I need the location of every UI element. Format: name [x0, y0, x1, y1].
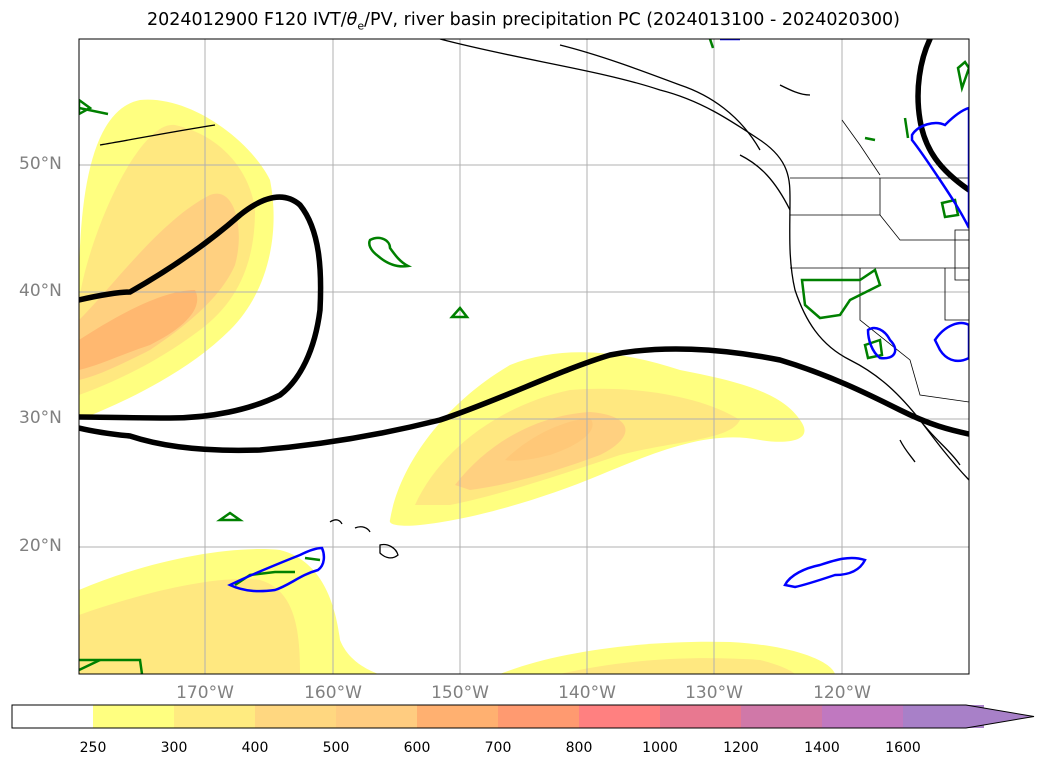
- lat-label-50n: 50°N: [19, 154, 62, 174]
- colorbar-swatch: [741, 705, 822, 728]
- title-theta-sub: e: [357, 19, 365, 33]
- lat-label-30n: 30°N: [19, 408, 62, 428]
- colorbar-tick-label: 400: [241, 740, 269, 756]
- colorbar-tick-label: 1200: [723, 740, 759, 756]
- title-prefix: 2024012900 F120 IVT/: [146, 10, 347, 30]
- colorbar-tick-label: 700: [484, 740, 512, 756]
- lon-label-140w: 140°W: [558, 683, 616, 703]
- ivt-plume-south-central: [500, 641, 835, 674]
- colorbar-tick-label: 1600: [885, 740, 921, 756]
- colorbar-swatch: [498, 705, 579, 728]
- lon-label-150w: 150°W: [431, 683, 489, 703]
- lat-label-40n: 40°N: [19, 281, 62, 301]
- colorbar-tick-label: 1000: [642, 740, 678, 756]
- map-title: 2024012900 F120 IVT/θe/PV, river basin p…: [0, 10, 1047, 33]
- map-panel: [79, 39, 969, 674]
- colorbar-swatch: [255, 705, 336, 728]
- colorbar-swatch: [336, 705, 417, 728]
- colorbar-swatch: [417, 705, 498, 728]
- pv-contours: [79, 39, 969, 454]
- colorbar-swatch: [660, 705, 741, 728]
- title-suffix: /PV, river basin precipitation PC (20240…: [364, 10, 901, 30]
- colorbar-swatch: [579, 705, 660, 728]
- coastlines: [99, 39, 969, 559]
- ivt-plume-northwest: [79, 99, 274, 420]
- colorbar-tick-label: 500: [322, 740, 350, 756]
- ivt-blue-contours: [227, 39, 969, 593]
- colorbar-tick-label: 1400: [804, 740, 840, 756]
- colorbar: [11, 704, 1035, 729]
- colorbar-tick-label: 250: [79, 740, 107, 756]
- lon-label-130w: 130°W: [685, 683, 743, 703]
- graticule: [79, 39, 969, 674]
- colorbar-swatch: [174, 705, 255, 728]
- lon-label-170w: 170°W: [176, 683, 234, 703]
- colorbar-tick-label: 300: [160, 740, 188, 756]
- colorbar-swatch: [822, 705, 903, 728]
- title-theta: θ: [346, 10, 358, 30]
- ivt-plume-southwest: [79, 549, 378, 674]
- ivt-plume-central: [389, 352, 805, 526]
- lon-label-160w: 160°W: [304, 683, 362, 703]
- colorbar-swatch: [93, 705, 174, 728]
- colorbar-swatch: [12, 705, 93, 728]
- colorbar-extend-arrow: [903, 705, 1034, 728]
- colorbar-outline: [11, 704, 1035, 729]
- map-frame: [78, 38, 970, 675]
- lon-label-120w: 120°W: [813, 683, 871, 703]
- colorbar-tick-label: 800: [565, 740, 593, 756]
- colorbar-tick-label: 600: [403, 740, 431, 756]
- lat-label-20n: 20°N: [19, 536, 62, 556]
